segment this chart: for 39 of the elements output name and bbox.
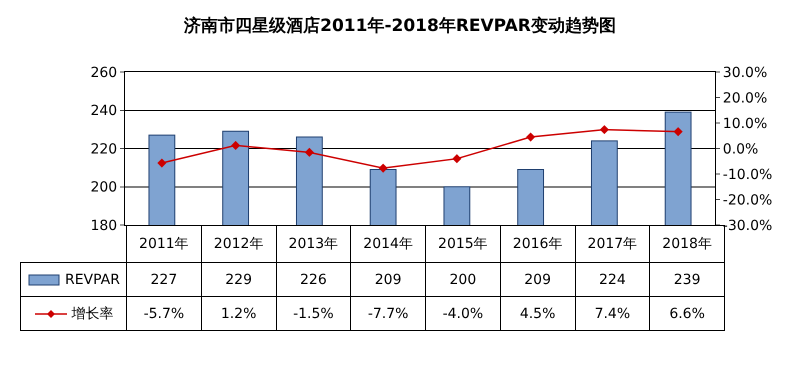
data-label: 239 <box>650 262 724 296</box>
data-label: 227 <box>126 262 202 296</box>
data-label: -7.7% <box>350 296 426 330</box>
legend-label: REVPAR <box>64 272 120 288</box>
x-tick-label: 2012年 <box>201 226 276 262</box>
data-label: -1.5% <box>276 296 351 330</box>
y2-tick-label: 10.0% <box>722 116 768 132</box>
y-tick-label: 200 <box>90 180 118 196</box>
y2-tick-label: 30.0% <box>722 64 768 81</box>
x-tick-label: 2016年 <box>500 226 575 262</box>
x-tick-label: 2011年 <box>126 226 202 262</box>
y-tick-label: 220 <box>90 141 118 158</box>
data-label: 1.2% <box>201 296 276 330</box>
legend-label: 增长率 <box>70 306 114 322</box>
data-label: 4.5% <box>500 296 575 330</box>
x-tick-label: 2013年 <box>276 226 351 262</box>
y2-tick-label: -10.0% <box>722 166 772 183</box>
data-label: -4.0% <box>426 296 500 330</box>
chart-title: 济南市四星级酒店2011年-2018年REVPAR变动趋势图 <box>183 16 616 36</box>
data-label: 224 <box>575 262 650 296</box>
y2-tick-label: -30.0% <box>722 218 772 234</box>
data-label: 209 <box>350 262 426 296</box>
y2-tick-label: 0.0% <box>722 141 758 158</box>
data-label: 200 <box>426 262 500 296</box>
y2-tick-label: -20.0% <box>722 192 772 208</box>
y-tick-label: 260 <box>90 64 118 81</box>
data-label: 7.4% <box>575 296 650 330</box>
data-label: 6.6% <box>650 296 724 330</box>
data-label: 209 <box>500 262 575 296</box>
x-tick-label: 2014年 <box>350 226 426 262</box>
y2-tick-label: 20.0% <box>722 90 768 106</box>
x-tick-label: 2018年 <box>650 226 724 262</box>
data-label: 226 <box>276 262 351 296</box>
x-tick-label: 2015年 <box>426 226 500 262</box>
x-tick-label: 2017年 <box>575 226 650 262</box>
y-tick-label: 180 <box>90 218 118 234</box>
data-label: -5.7% <box>126 296 202 330</box>
data-label: 229 <box>201 262 276 296</box>
y-tick-label: 240 <box>90 103 118 120</box>
